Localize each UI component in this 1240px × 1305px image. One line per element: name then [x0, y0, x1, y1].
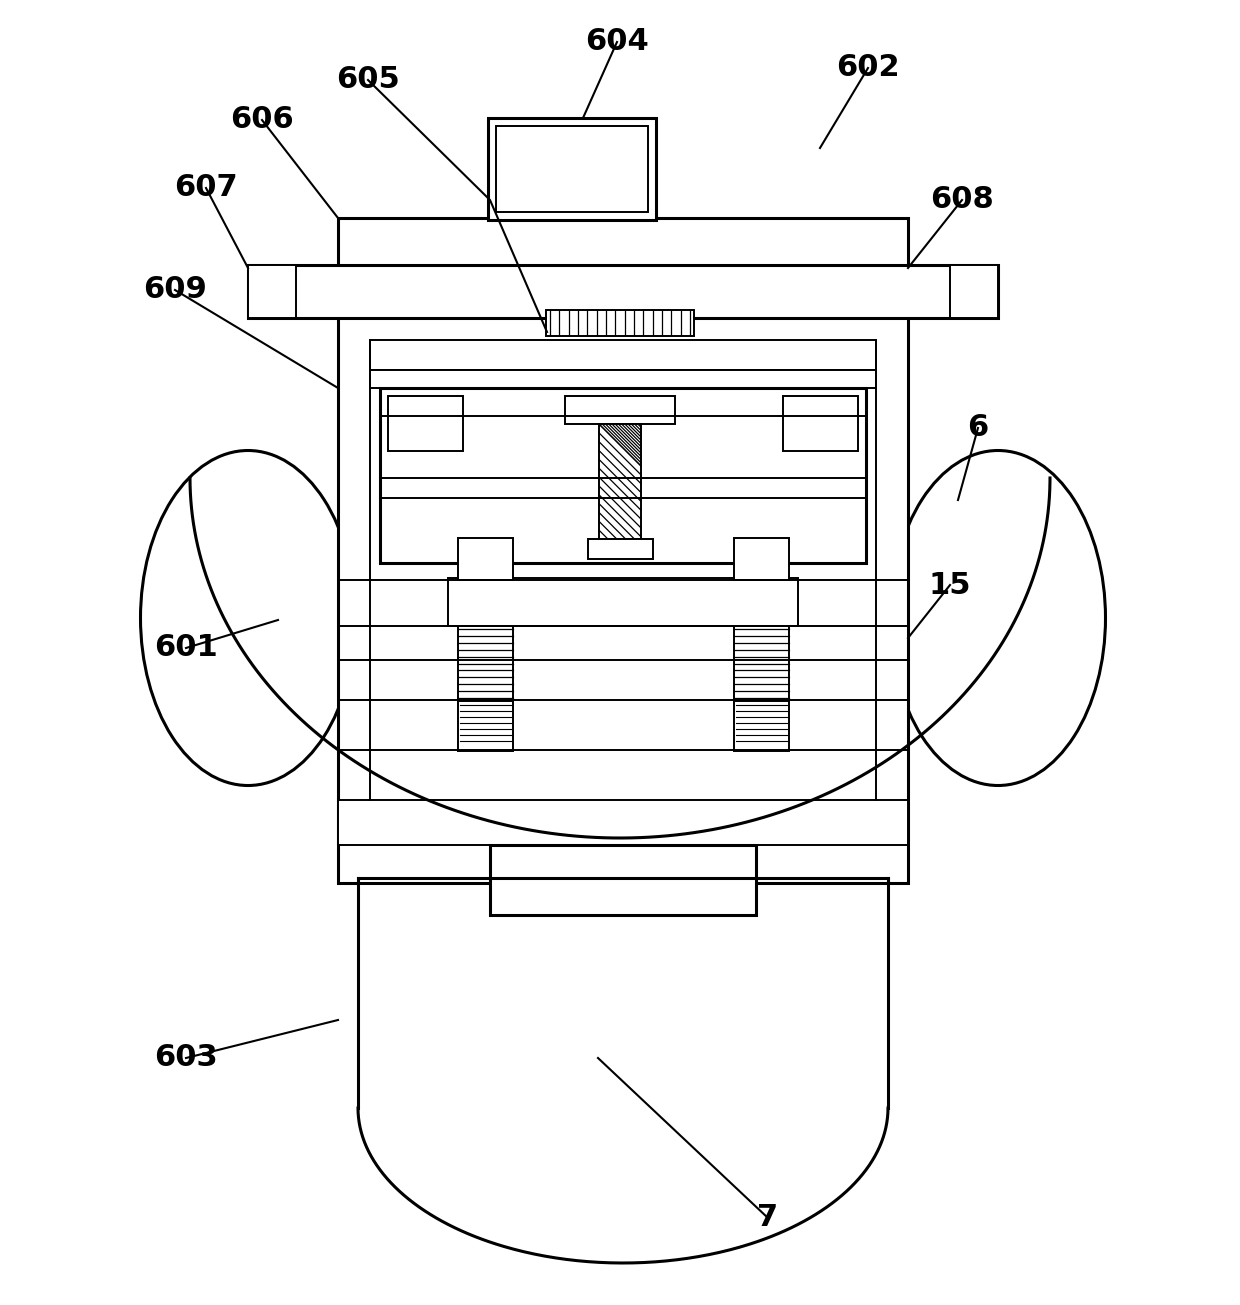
Text: 15: 15: [929, 570, 971, 599]
Text: 609: 609: [143, 275, 207, 304]
Bar: [388, 395, 463, 452]
Bar: [458, 701, 513, 750]
Bar: [950, 265, 998, 318]
Bar: [458, 538, 513, 579]
Text: 603: 603: [154, 1044, 218, 1073]
Bar: [448, 578, 799, 626]
Bar: [734, 538, 789, 579]
Bar: [370, 341, 875, 371]
Text: 6: 6: [967, 414, 988, 442]
Bar: [565, 395, 675, 424]
Bar: [248, 265, 296, 318]
Ellipse shape: [140, 450, 356, 786]
Bar: [339, 800, 908, 846]
Text: 604: 604: [585, 27, 649, 56]
Bar: [490, 846, 756, 915]
Bar: [496, 127, 649, 211]
Bar: [782, 395, 858, 452]
Bar: [588, 539, 653, 559]
Text: 607: 607: [174, 174, 238, 202]
Text: 7: 7: [758, 1203, 779, 1232]
Bar: [489, 117, 656, 221]
Ellipse shape: [890, 450, 1106, 786]
Text: 608: 608: [930, 185, 994, 214]
Text: 601: 601: [154, 633, 218, 663]
Text: 606: 606: [231, 106, 294, 134]
Bar: [734, 626, 789, 701]
Bar: [370, 371, 875, 388]
Bar: [379, 388, 866, 562]
Text: 602: 602: [836, 54, 900, 82]
Text: 605: 605: [336, 65, 399, 94]
Bar: [248, 265, 998, 318]
Bar: [546, 311, 694, 335]
Bar: [599, 424, 641, 539]
Bar: [734, 701, 789, 750]
Bar: [458, 626, 513, 701]
Bar: [339, 218, 908, 883]
